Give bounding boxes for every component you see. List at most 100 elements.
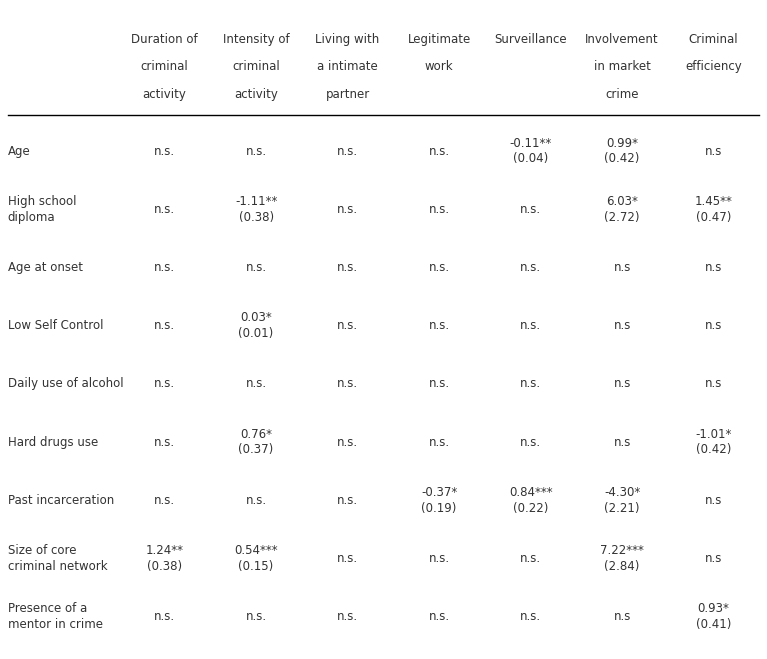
Text: efficiency: efficiency [685,60,742,73]
Text: n.s.: n.s. [245,610,267,623]
Text: activity: activity [234,88,278,101]
Text: n.s.: n.s. [245,494,267,507]
Text: 0.54***: 0.54*** [234,544,278,557]
Text: n.s.: n.s. [520,610,542,623]
Text: -1.01*: -1.01* [696,428,732,441]
Text: n.s: n.s [614,319,630,332]
Text: n.s.: n.s. [429,261,449,274]
Text: activity: activity [143,88,186,101]
Text: n.s.: n.s. [245,261,267,274]
Text: n.s.: n.s. [429,203,449,215]
Text: n.s.: n.s. [429,144,449,158]
Text: n.s.: n.s. [337,436,358,449]
Text: n.s: n.s [705,552,723,565]
Text: mentor in crime: mentor in crime [8,618,103,631]
Text: Duration of: Duration of [131,33,198,46]
Text: n.s.: n.s. [337,552,358,565]
Text: n.s.: n.s. [337,494,358,507]
Text: n.s.: n.s. [520,378,542,390]
Text: n.s: n.s [705,144,723,158]
Text: n.s.: n.s. [429,319,449,332]
Text: (0.37): (0.37) [239,444,274,457]
Text: Low Self Control: Low Self Control [8,319,104,332]
Text: n.s.: n.s. [429,378,449,390]
Text: 1.45**: 1.45** [695,195,732,208]
Text: n.s.: n.s. [520,203,542,215]
Text: -4.30*: -4.30* [604,486,640,499]
Text: Size of core: Size of core [8,544,76,557]
Text: n.s.: n.s. [154,436,175,449]
Text: (0.22): (0.22) [513,501,548,515]
Text: Hard drugs use: Hard drugs use [8,436,98,449]
Text: Involvement: Involvement [585,33,659,46]
Text: Living with: Living with [315,33,380,46]
Text: n.s.: n.s. [154,610,175,623]
Text: (0.01): (0.01) [239,327,274,340]
Text: Surveillance: Surveillance [494,33,567,46]
Text: n.s.: n.s. [429,436,449,449]
Text: (2.84): (2.84) [604,560,640,573]
Text: n.s.: n.s. [337,261,358,274]
Text: (0.41): (0.41) [696,618,731,631]
Text: 0.99*: 0.99* [606,136,638,150]
Text: (2.72): (2.72) [604,211,640,223]
Text: n.s.: n.s. [337,203,358,215]
Text: criminal: criminal [141,60,189,73]
Text: n.s: n.s [614,436,630,449]
Text: n.s.: n.s. [245,144,267,158]
Text: n.s.: n.s. [154,378,175,390]
Text: (0.38): (0.38) [239,211,274,223]
Text: 0.84***: 0.84*** [509,486,552,499]
Text: (0.19): (0.19) [421,501,457,515]
Text: 0.93*: 0.93* [698,602,729,616]
Text: Criminal: Criminal [689,33,739,46]
Text: crime: crime [605,88,639,101]
Text: n.s.: n.s. [154,203,175,215]
Text: n.s.: n.s. [245,378,267,390]
Text: n.s: n.s [705,378,723,390]
Text: partner: partner [325,88,370,101]
Text: n.s.: n.s. [429,552,449,565]
Text: n.s.: n.s. [520,552,542,565]
Text: Legitimate: Legitimate [407,33,471,46]
Text: n.s.: n.s. [520,436,542,449]
Text: n.s.: n.s. [154,319,175,332]
Text: a intimate: a intimate [318,60,378,73]
Text: 6.03*: 6.03* [606,195,638,208]
Text: (0.38): (0.38) [147,560,183,573]
Text: n.s.: n.s. [337,378,358,390]
Text: n.s: n.s [614,610,630,623]
Text: 7.22***: 7.22*** [600,544,644,557]
Text: -0.11**: -0.11** [509,136,551,150]
Text: diploma: diploma [8,211,55,223]
Text: (2.21): (2.21) [604,501,640,515]
Text: criminal network: criminal network [8,560,107,573]
Text: n.s.: n.s. [154,494,175,507]
Text: (0.15): (0.15) [239,560,274,573]
Text: (0.04): (0.04) [513,152,548,165]
Text: n.s.: n.s. [337,319,358,332]
Text: 0.03*: 0.03* [240,311,272,324]
Text: in market: in market [594,60,650,73]
Text: n.s: n.s [705,494,723,507]
Text: n.s.: n.s. [337,144,358,158]
Text: criminal: criminal [232,60,280,73]
Text: n.s: n.s [705,319,723,332]
Text: -1.11**: -1.11** [235,195,278,208]
Text: n.s.: n.s. [520,261,542,274]
Text: Past incarceration: Past incarceration [8,494,114,507]
Text: n.s.: n.s. [154,261,175,274]
Text: n.s.: n.s. [154,144,175,158]
Text: n.s: n.s [614,378,630,390]
Text: 1.24**: 1.24** [146,544,183,557]
Text: n.s: n.s [614,261,630,274]
Text: n.s: n.s [705,261,723,274]
Text: (0.47): (0.47) [696,211,731,223]
Text: High school: High school [8,195,76,208]
Text: Presence of a: Presence of a [8,602,87,616]
Text: n.s.: n.s. [337,610,358,623]
Text: n.s.: n.s. [429,610,449,623]
Text: (0.42): (0.42) [696,444,731,457]
Text: Age: Age [8,144,31,158]
Text: Intensity of: Intensity of [222,33,289,46]
